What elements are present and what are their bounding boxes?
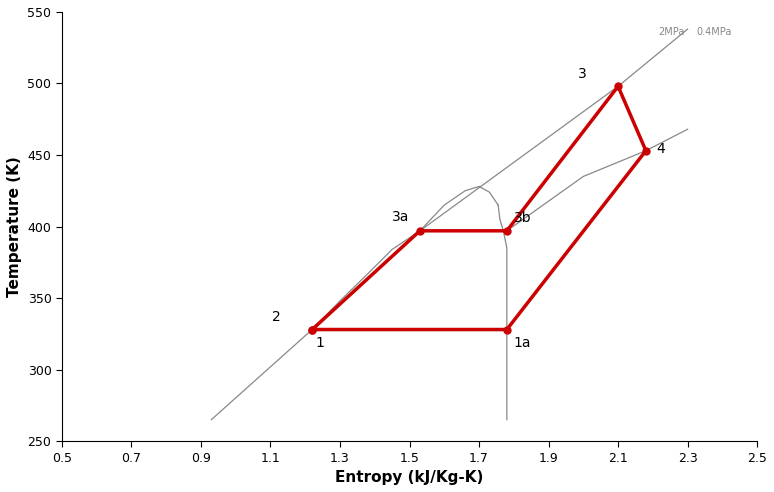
Text: 3a: 3a: [392, 210, 409, 224]
Text: 2MPa: 2MPa: [658, 27, 684, 37]
Text: 3b: 3b: [514, 211, 532, 225]
Text: 3: 3: [578, 66, 587, 81]
Text: 1: 1: [316, 336, 324, 349]
Text: 4: 4: [656, 142, 665, 156]
Y-axis label: Temperature (K): Temperature (K): [7, 156, 22, 297]
Text: 2: 2: [272, 310, 281, 324]
X-axis label: Entropy (kJ/Kg-K): Entropy (kJ/Kg-K): [335, 470, 484, 485]
Text: 1a: 1a: [514, 336, 531, 349]
Text: 0.4MPa: 0.4MPa: [697, 27, 731, 37]
